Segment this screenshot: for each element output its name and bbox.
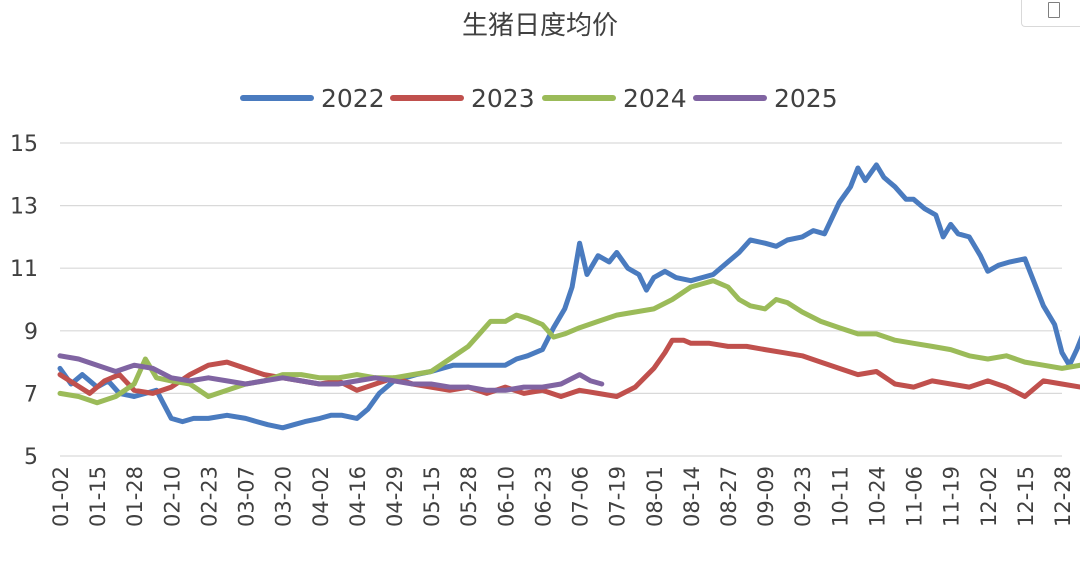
series-line-2023 bbox=[57, 337, 1080, 399]
x-tick-label: 01-28 bbox=[123, 466, 147, 527]
y-axis: 5 7 9 11 13 15 bbox=[10, 132, 38, 470]
x-tick-label: 09-23 bbox=[791, 466, 815, 527]
y-tick-label: 11 bbox=[10, 257, 38, 282]
gridlines bbox=[60, 142, 1062, 457]
x-tick-label: 04-02 bbox=[309, 466, 333, 527]
y-tick-label: 7 bbox=[24, 382, 38, 407]
x-tick-label: 05-15 bbox=[420, 466, 444, 527]
x-tick-label: 10-24 bbox=[865, 466, 889, 527]
x-tick-label: 08-27 bbox=[717, 466, 741, 527]
x-tick-label: 03-20 bbox=[272, 466, 296, 527]
x-tick-label: 06-23 bbox=[531, 466, 555, 527]
x-tick-label: 02-10 bbox=[160, 466, 184, 527]
x-tick-label: 10-11 bbox=[828, 466, 852, 527]
y-tick-label: 13 bbox=[10, 195, 38, 220]
x-tick-label: 09-09 bbox=[754, 466, 778, 527]
x-tick-label: 01-15 bbox=[86, 466, 110, 527]
x-tick-label: 08-01 bbox=[643, 466, 667, 527]
chart-title: 生猪日度均价 bbox=[462, 11, 618, 41]
x-tick-label: 06-10 bbox=[494, 466, 518, 527]
legend-label-2024: 2024 bbox=[623, 84, 687, 113]
series-line-2024 bbox=[57, 278, 1080, 406]
y-tick-label: 9 bbox=[24, 320, 38, 345]
chart-corner-widget[interactable] bbox=[1021, 0, 1080, 27]
x-tick-label: 12-02 bbox=[977, 466, 1001, 527]
y-tick-label: 15 bbox=[10, 132, 38, 157]
document-icon bbox=[1048, 2, 1060, 18]
x-tick-label: 08-14 bbox=[680, 466, 704, 527]
legend-label-2025: 2025 bbox=[774, 84, 838, 113]
series-layer bbox=[57, 162, 1080, 431]
x-tick-label: 01-02 bbox=[49, 466, 73, 527]
x-tick-label: 07-06 bbox=[569, 466, 593, 527]
y-tick-label: 5 bbox=[24, 445, 38, 470]
legend-label-2022: 2022 bbox=[321, 84, 385, 113]
x-tick-label: 07-19 bbox=[606, 466, 630, 527]
legend-label-2023: 2023 bbox=[471, 84, 535, 113]
x-tick-label: 04-16 bbox=[346, 466, 370, 527]
series-line-2022 bbox=[57, 162, 1080, 431]
x-tick-label: 12-28 bbox=[1051, 466, 1075, 527]
x-tick-label: 11-19 bbox=[940, 466, 964, 527]
x-tick-label: 04-29 bbox=[383, 466, 407, 527]
legend: 2022 2023 2024 2025 bbox=[240, 84, 838, 113]
x-tick-label: 12-15 bbox=[1014, 466, 1038, 527]
series-line-2025 bbox=[57, 353, 605, 393]
x-tick-label: 03-07 bbox=[235, 466, 259, 527]
x-tick-label: 02-23 bbox=[197, 466, 221, 527]
x-tick-label: 11-06 bbox=[903, 466, 927, 527]
x-axis: 01-02 01-15 01-28 02-10 02-23 03-07 03-20 04-02… bbox=[49, 466, 1075, 527]
x-tick-label: 05-28 bbox=[457, 466, 481, 527]
